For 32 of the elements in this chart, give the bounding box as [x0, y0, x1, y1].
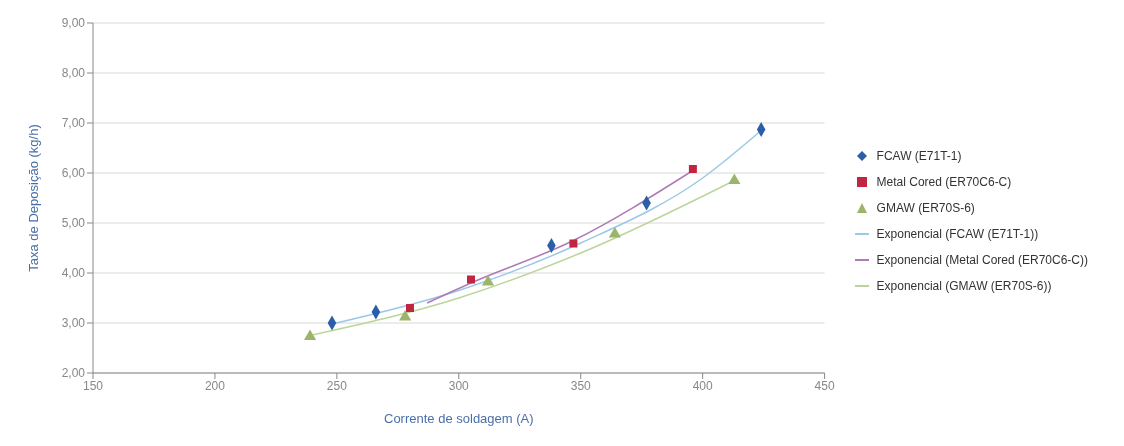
point [608, 226, 621, 238]
legend-label: FCAW (E71T-1) [876, 148, 962, 163]
y-tick-label: 3,00 [61, 316, 86, 331]
y-tick-label: 9,00 [61, 16, 86, 31]
x-tick-label: 350 [570, 378, 592, 393]
y-tick-label: 7,00 [61, 116, 86, 131]
legend-label: Exponencial (GMAW (ER70S-6)) [876, 278, 1052, 293]
legend-label: GMAW (ER70S-6) [876, 200, 975, 215]
x-tick-label: 450 [814, 378, 835, 393]
point [688, 165, 697, 173]
y-tick-label: 6,00 [61, 166, 86, 181]
x-tick-label: 250 [326, 378, 348, 393]
y-tick-label: 5,00 [61, 216, 86, 231]
y-axis-title: Taxa de Deposição (kg/h) [25, 124, 41, 272]
legend-label: Exponencial (FCAW (E71T-1)) [876, 226, 1039, 241]
point [303, 329, 317, 341]
legend-label: Exponencial (Metal Cored (ER70C6-C)) [876, 252, 1088, 267]
x-tick-label: 200 [204, 378, 226, 393]
point [481, 274, 495, 286]
point [728, 173, 741, 185]
x-tick-label: 300 [448, 378, 470, 393]
y-tick-label: 4,00 [61, 266, 86, 281]
x-axis-title: Corrente de soldagem (A) [384, 411, 534, 426]
x-tick-label: 400 [692, 378, 713, 393]
y-tick-label: 2,00 [61, 366, 86, 381]
y-tick-label: 8,00 [61, 66, 86, 81]
point [569, 239, 578, 248]
point [466, 275, 475, 284]
point [406, 304, 415, 312]
x-tick-label: 150 [82, 378, 104, 393]
point [399, 309, 412, 321]
legend-label: Metal Cored (ER70C6-C) [876, 174, 1012, 189]
